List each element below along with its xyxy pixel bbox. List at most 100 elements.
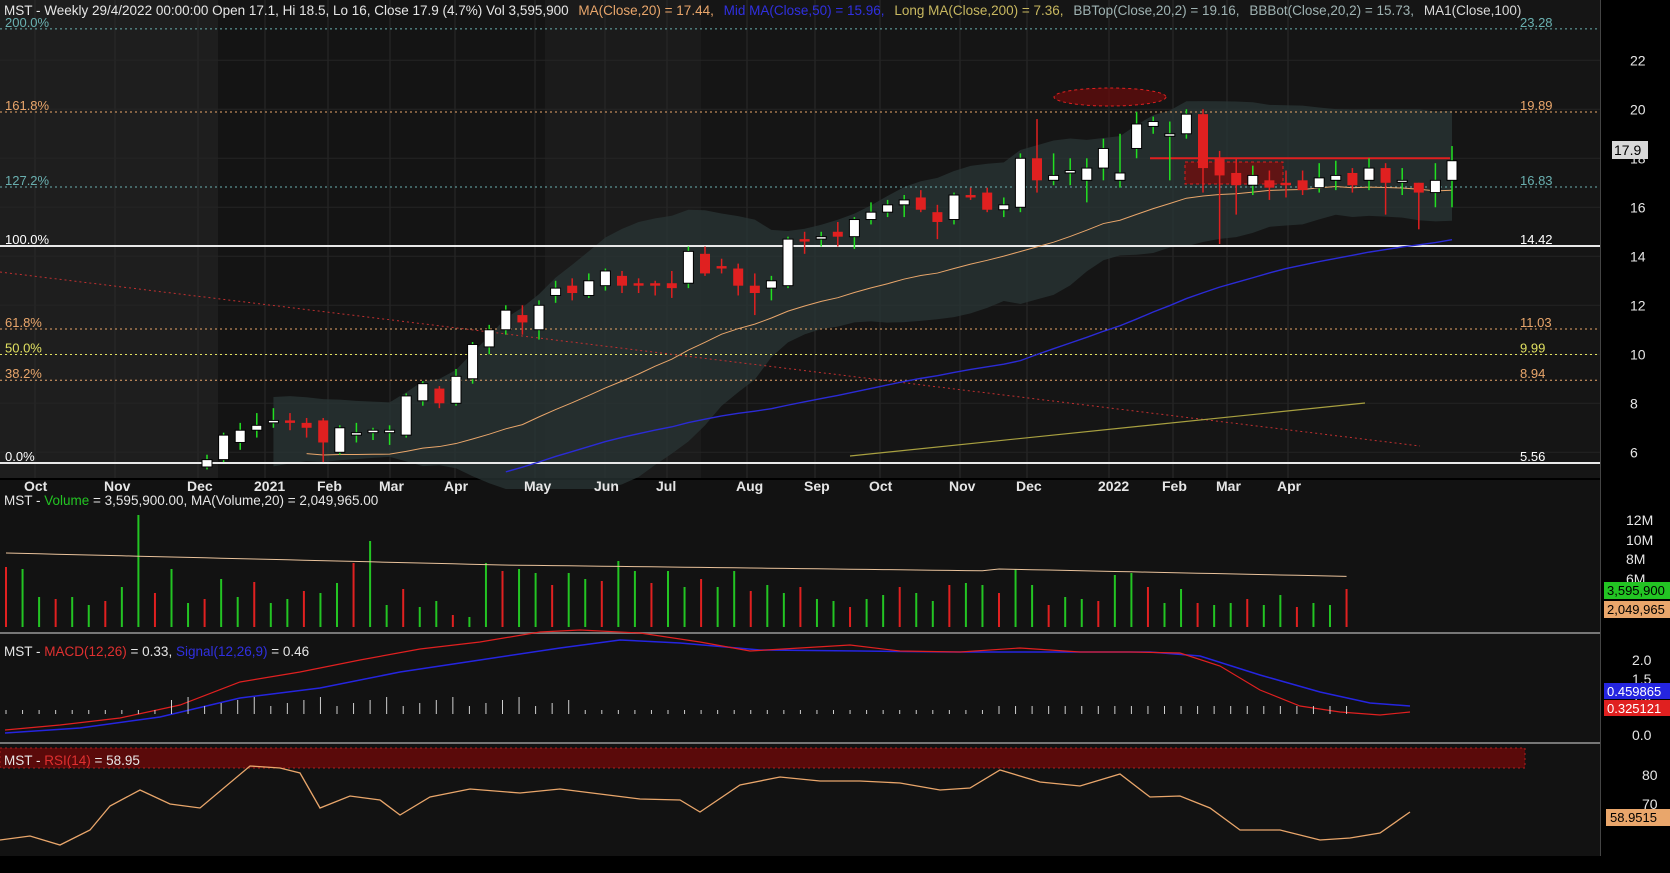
candle-body-up	[1164, 133, 1176, 137]
time-axis-label: Dec	[187, 478, 213, 494]
fib-label-right: 19.89	[1520, 98, 1553, 113]
chart-header: MST - Weekly 29/4/2022 00:00:00 Open 17.…	[4, 3, 1521, 18]
candle-body-down	[285, 420, 295, 423]
candle-body-up	[350, 432, 362, 436]
rsi-axis-label: 70	[1642, 796, 1658, 812]
candle-body-up	[483, 329, 495, 348]
ma20-line	[306, 185, 1453, 456]
fib-label-left: 161.8%	[5, 98, 50, 113]
candle-body-down	[1264, 180, 1275, 188]
candle-body-up	[1097, 147, 1109, 169]
macd-panel-label: MST - MACD(12,26) = 0.33, Signal(12,26,9…	[4, 644, 309, 659]
fib-label-left: 127.2%	[5, 173, 50, 188]
volume-axis-label: 10M	[1626, 532, 1653, 548]
candle-body-down	[965, 195, 976, 198]
candle-body-up	[1180, 113, 1192, 135]
volume-ma-line	[5, 552, 1347, 577]
volume-axis-label: 12M	[1626, 512, 1653, 528]
candle-body-up	[218, 434, 230, 461]
time-axis-label: Apr	[1277, 478, 1302, 494]
fib-label-right: 9.99	[1520, 341, 1545, 356]
rsi-tag: 58.9515	[1610, 810, 1657, 825]
candle-body-down	[799, 239, 810, 242]
fib-label-left: 200.0%	[5, 15, 50, 30]
candle-body-up	[251, 424, 263, 431]
time-axis-label: Apr	[444, 478, 469, 494]
candle-body-down	[982, 192, 993, 210]
candle-body-down	[633, 283, 644, 286]
candle-body-down	[749, 285, 760, 294]
candle-body-up	[450, 375, 462, 404]
candle-body-up	[882, 204, 894, 213]
time-axis-label: Nov	[949, 478, 976, 494]
signal-tag-bg	[1604, 683, 1670, 699]
candle-body-down	[915, 197, 926, 210]
candle-body-up	[848, 219, 860, 238]
macd-axis-label: 2.0	[1632, 652, 1652, 668]
candle-body-down	[700, 253, 710, 274]
candle-body-up	[1313, 177, 1325, 189]
candle-body-up	[533, 304, 545, 331]
candle-body-up	[400, 395, 412, 436]
fib-label-left: 50.0%	[5, 341, 42, 356]
time-axis-label: Feb	[317, 478, 342, 494]
fib-label-right: 5.56	[1520, 449, 1545, 464]
candle-body-up	[1446, 160, 1458, 181]
candle-body-up	[417, 383, 429, 402]
macd-axis-label: 0.0	[1632, 727, 1652, 743]
header-ma50: Mid MA(Close,50) = 15.96,	[724, 3, 885, 18]
volume-ma-tag-bg	[1604, 601, 1670, 618]
fib-label-left: 38.2%	[5, 366, 42, 381]
candle-body-down	[1281, 182, 1291, 186]
candle-body-up	[467, 343, 479, 380]
candle-body-up	[583, 280, 595, 296]
price-axis-label: 20	[1630, 101, 1646, 117]
candle-body-up	[1147, 121, 1159, 127]
signal-line	[4, 639, 1411, 734]
time-axis-label: Jul	[656, 478, 676, 494]
volume-ma-tag: 2,049,965	[1607, 602, 1665, 617]
candle-body-up	[384, 429, 396, 434]
macd-tag-bg	[1604, 700, 1670, 716]
header-ma100: MA1(Close,100)	[1424, 3, 1522, 18]
fib-label-left: 100.0%	[5, 232, 50, 247]
candle-body-down	[1214, 158, 1225, 176]
candle-body-up	[267, 419, 279, 424]
candle-body-up	[1131, 123, 1143, 149]
candle-body-down	[1413, 182, 1424, 193]
fib-label-right: 14.42	[1520, 232, 1553, 247]
candle-body-down	[434, 388, 445, 404]
candle-body-down	[733, 268, 744, 286]
candle-body-up	[1014, 157, 1026, 208]
candle-body-up	[998, 204, 1010, 211]
price-axis-label: 8	[1630, 395, 1638, 411]
fibonacci-levels: 200.0% 23.28 161.8% 19.89 127.2% 16.83 100.0% 1…	[0, 15, 1600, 465]
price-axis-label: 12	[1630, 297, 1646, 313]
rsi-line	[0, 765, 1411, 846]
candle-body-up	[765, 280, 777, 289]
candle-body-up	[782, 238, 794, 287]
price-axis-label: 22	[1630, 52, 1646, 68]
volume-bars	[5, 515, 1348, 627]
candle-body-up	[1330, 174, 1342, 181]
candle-body-down	[1198, 114, 1208, 169]
candle-body-down	[1231, 172, 1242, 186]
macd-lines	[4, 629, 1411, 734]
candle-body-down	[1347, 172, 1358, 186]
time-axis-label: Mar	[1216, 478, 1241, 494]
fib-label-right: 23.28	[1520, 15, 1553, 30]
candle-body-down	[1380, 168, 1391, 183]
last-price-tag: 17.9	[1614, 142, 1641, 158]
volume-panel-label: MST - Volume = 3,595,900.00, MA(Volume,2…	[4, 493, 378, 508]
candle-body-down	[1032, 158, 1042, 181]
fib-label-right: 8.94	[1520, 366, 1545, 381]
candle-body-down	[716, 266, 727, 269]
rsi-line	[0, 747, 1526, 846]
rsi-panel-label: MST - RSI(14) = 58.95	[4, 753, 140, 768]
bollinger-band	[273, 101, 1452, 490]
ma200-line	[849, 402, 1366, 457]
candle-body-down	[650, 283, 661, 286]
top-highlight	[1053, 87, 1167, 107]
candle-body-up	[500, 309, 512, 331]
